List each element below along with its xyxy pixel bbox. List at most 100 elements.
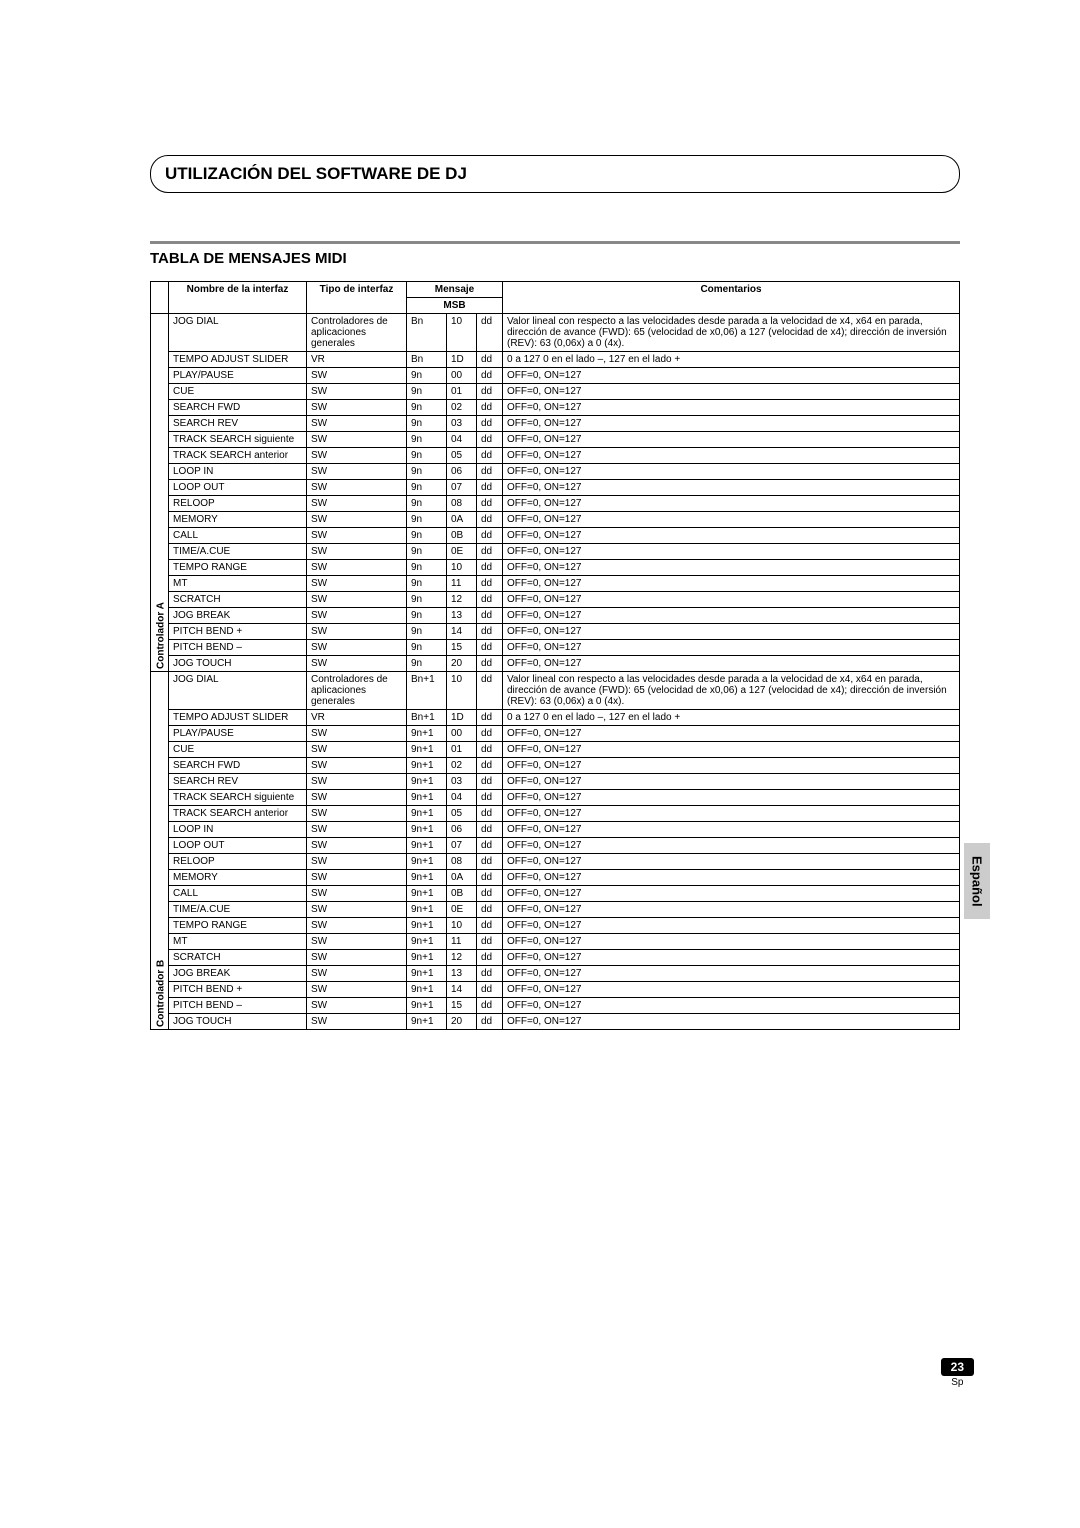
cell-m3: dd (477, 416, 503, 432)
cell-m2: 0B (447, 886, 477, 902)
page-number: 23 (941, 1358, 974, 1376)
cell-type: SW (307, 950, 407, 966)
cell-m1: 9n+1 (407, 806, 447, 822)
table-row: PLAY/PAUSESW9n+100ddOFF=0, ON=127 (151, 726, 960, 742)
cell-m2: 13 (447, 608, 477, 624)
cell-m1: 9n (407, 544, 447, 560)
table-row: TIME/A.CUESW9n0EddOFF=0, ON=127 (151, 544, 960, 560)
cell-m1: 9n (407, 416, 447, 432)
cell-type: SW (307, 742, 407, 758)
table-row: MTSW9n+111ddOFF=0, ON=127 (151, 934, 960, 950)
group-label: Controlador A (151, 314, 169, 672)
cell-comm: OFF=0, ON=127 (503, 608, 960, 624)
cell-type: SW (307, 480, 407, 496)
cell-m2: 07 (447, 838, 477, 854)
cell-name: SCRATCH (169, 950, 307, 966)
cell-type: SW (307, 592, 407, 608)
table-row: SEARCH REVSW9n+103ddOFF=0, ON=127 (151, 774, 960, 790)
cell-m2: 04 (447, 790, 477, 806)
cell-name: JOG TOUCH (169, 1014, 307, 1030)
cell-m2: 10 (447, 918, 477, 934)
cell-comm: OFF=0, ON=127 (503, 806, 960, 822)
cell-comm: OFF=0, ON=127 (503, 950, 960, 966)
cell-type: SW (307, 512, 407, 528)
cell-m3: dd (477, 726, 503, 742)
cell-m2: 11 (447, 934, 477, 950)
cell-comm: OFF=0, ON=127 (503, 592, 960, 608)
cell-type: SW (307, 448, 407, 464)
cell-m2: 06 (447, 464, 477, 480)
cell-m1: 9n+1 (407, 998, 447, 1014)
cell-m1: 9n (407, 480, 447, 496)
cell-m1: 9n+1 (407, 886, 447, 902)
table-row: LOOP OUTSW9n07ddOFF=0, ON=127 (151, 480, 960, 496)
cell-m1: 9n+1 (407, 934, 447, 950)
cell-m1: 9n (407, 368, 447, 384)
cell-m2: 0E (447, 902, 477, 918)
table-row: LOOP INSW9n+106ddOFF=0, ON=127 (151, 822, 960, 838)
cell-name: TEMPO RANGE (169, 918, 307, 934)
cell-name: SEARCH REV (169, 774, 307, 790)
cell-m3: dd (477, 758, 503, 774)
cell-m3: dd (477, 576, 503, 592)
language-side-tab: Español (964, 843, 990, 919)
cell-m3: dd (477, 822, 503, 838)
cell-type: VR (307, 710, 407, 726)
cell-type: SW (307, 528, 407, 544)
cell-m1: 9n+1 (407, 758, 447, 774)
cell-m3: dd (477, 672, 503, 710)
cell-type: SW (307, 400, 407, 416)
cell-name: CUE (169, 742, 307, 758)
cell-m1: 9n (407, 560, 447, 576)
cell-m2: 08 (447, 854, 477, 870)
cell-m3: dd (477, 982, 503, 998)
cell-m2: 03 (447, 774, 477, 790)
cell-type: SW (307, 640, 407, 656)
cell-name: PLAY/PAUSE (169, 368, 307, 384)
cell-type: SW (307, 806, 407, 822)
cell-m2: 12 (447, 592, 477, 608)
table-row: TEMPO ADJUST SLIDERVRBn+11Ddd0 a 127 0 e… (151, 710, 960, 726)
cell-m1: 9n+1 (407, 774, 447, 790)
cell-comm: OFF=0, ON=127 (503, 918, 960, 934)
cell-m1: 9n+1 (407, 950, 447, 966)
cell-m2: 20 (447, 656, 477, 672)
cell-m2: 0E (447, 544, 477, 560)
cell-name: LOOP OUT (169, 838, 307, 854)
cell-m1: Bn (407, 314, 447, 352)
cell-m1: 9n (407, 464, 447, 480)
table-row: TIME/A.CUESW9n+10EddOFF=0, ON=127 (151, 902, 960, 918)
cell-type: SW (307, 560, 407, 576)
cell-comm: OFF=0, ON=127 (503, 982, 960, 998)
cell-type: SW (307, 822, 407, 838)
cell-comm: OFF=0, ON=127 (503, 822, 960, 838)
cell-comm: OFF=0, ON=127 (503, 656, 960, 672)
cell-m3: dd (477, 774, 503, 790)
cell-name: SEARCH FWD (169, 400, 307, 416)
table-row: JOG BREAKSW9n13ddOFF=0, ON=127 (151, 608, 960, 624)
cell-m3: dd (477, 838, 503, 854)
cell-m2: 10 (447, 560, 477, 576)
cell-name: MT (169, 576, 307, 592)
th-group (151, 282, 169, 314)
cell-m3: dd (477, 710, 503, 726)
cell-m1: 9n (407, 496, 447, 512)
table-row: TRACK SEARCH siguienteSW9n+104ddOFF=0, O… (151, 790, 960, 806)
table-row: TEMPO ADJUST SLIDERVRBn1Ddd0 a 127 0 en … (151, 352, 960, 368)
cell-type: SW (307, 432, 407, 448)
cell-comm: OFF=0, ON=127 (503, 480, 960, 496)
table-row: LOOP OUTSW9n+107ddOFF=0, ON=127 (151, 838, 960, 854)
cell-m2: 0A (447, 870, 477, 886)
cell-m1: 9n+1 (407, 870, 447, 886)
cell-m3: dd (477, 480, 503, 496)
cell-comm: OFF=0, ON=127 (503, 934, 960, 950)
cell-m1: 9n+1 (407, 838, 447, 854)
cell-m2: 10 (447, 314, 477, 352)
midi-table: Nombre de la interfaz Tipo de interfaz M… (150, 281, 960, 1030)
section-title: TABLA DE MENSAJES MIDI (150, 250, 960, 267)
cell-name: TIME/A.CUE (169, 902, 307, 918)
cell-comm: OFF=0, ON=127 (503, 640, 960, 656)
th-comments: Comentarios (503, 282, 960, 314)
cell-type: SW (307, 384, 407, 400)
cell-type: SW (307, 368, 407, 384)
